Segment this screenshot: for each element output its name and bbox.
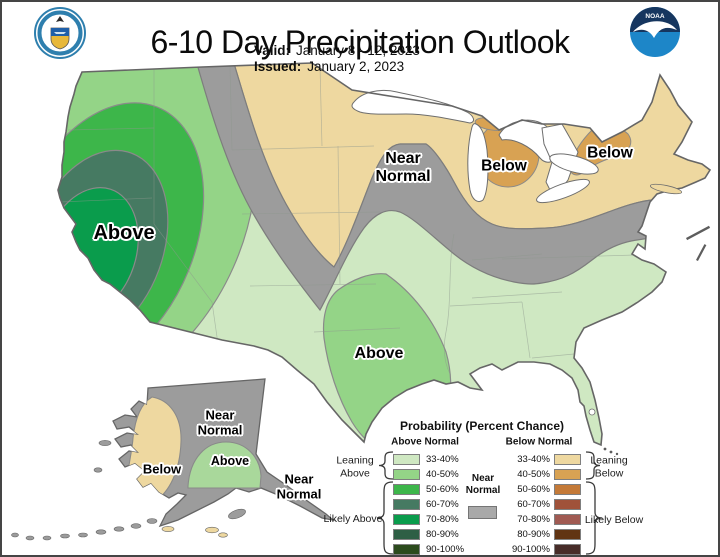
great-lakes — [351, 89, 599, 204]
legend-below-row-50-60%: 50-60% — [506, 482, 581, 497]
legend-above-header: Above Normal — [391, 436, 459, 448]
map-label-alaska-above: Above — [210, 454, 250, 468]
lake-erie — [536, 178, 590, 204]
legend-below-swatch-33-40% — [554, 454, 581, 465]
legend-above-swatch-70-80% — [393, 514, 420, 525]
florida-keys — [615, 452, 619, 456]
commerce-seal-logo — [34, 7, 86, 59]
conus-outline — [57, 62, 712, 447]
page-title: 6-10 Day Precipitation Outlook — [150, 24, 571, 61]
legend-below-swatch-90-100% — [554, 544, 581, 555]
leaning-above-brace — [378, 451, 394, 480]
map-label-texas-above: Above — [354, 345, 404, 363]
region-alaska-above — [187, 441, 262, 489]
map-label-newyork-below: Below — [587, 144, 633, 162]
legend-below-header: Below Normal — [505, 436, 573, 448]
legend-above-row-70-80%: 70-80% — [393, 512, 464, 527]
legend-below-row-60-70%: 60-70% — [506, 497, 581, 512]
legend-below-label-80-90%: 80-90% — [517, 529, 550, 540]
legend-above-column: 33-40% 40-50% 50-60% 60-70% 70-80% 80-90% 90-1… — [393, 452, 465, 555]
legend-near-normal-label: Near Normal — [465, 473, 501, 496]
legend-above-swatch-60-70% — [393, 499, 420, 510]
legend-below-label-70-80%: 70-80% — [517, 514, 550, 525]
legend-above-swatch-80-90% — [393, 529, 420, 540]
legend-below-swatch-80-90% — [554, 529, 581, 540]
legend-above-row-40-50%: 40-50% — [393, 467, 464, 482]
noaa-logo: NOAA — [630, 7, 680, 57]
legend-group-likely-below: Likely Below — [584, 513, 644, 526]
legend-below-label-33-40%: 33-40% — [517, 454, 550, 465]
valid-label: Valid: — [254, 43, 291, 58]
outer-banks-south — [696, 244, 707, 262]
map-label-alaska-below: Below — [142, 461, 182, 477]
legend-above-swatch-40-50% — [393, 469, 420, 480]
legend-below-swatch-40-50% — [554, 469, 581, 480]
legend-below-label-90-100%: 90-100% — [511, 544, 550, 555]
map-label-panhandle-near-normal: Near Normal — [276, 471, 322, 501]
legend-above-label-90-100%: 90-100% — [426, 544, 465, 555]
legend-above-row-80-90%: 80-90% — [393, 527, 464, 542]
legend-above-label-80-90%: 80-90% — [426, 529, 459, 540]
seal-ship — [54, 32, 66, 34]
outer-banks-north — [686, 225, 711, 241]
florida-keys — [603, 447, 607, 451]
legend-below-column: 33-40% 40-50% 50-60% 60-70% 70-80% 80-90% 90-1… — [506, 452, 581, 555]
legend-above-label-70-80%: 70-80% — [426, 514, 459, 525]
legend-above-row-33-40%: 33-40% — [393, 452, 464, 467]
offshore-islands — [588, 183, 711, 456]
issued-value: January 2, 2023 — [307, 58, 405, 74]
issued-label: Issued: — [254, 58, 302, 74]
leaning-below-brace — [585, 451, 601, 480]
lake-superior — [351, 89, 475, 124]
legend-below-swatch-70-80% — [554, 514, 581, 525]
legend-below-row-70-80%: 70-80% — [506, 512, 581, 527]
state-borders — [59, 65, 636, 375]
lake-okeechobee — [588, 408, 596, 416]
legend-above-label-40-50%: 40-50% — [426, 469, 459, 480]
legend-above-row-50-60%: 50-60% — [393, 482, 464, 497]
likely-below-brace — [585, 481, 603, 555]
long-island — [649, 183, 683, 195]
map-label-central-near-normal: Near Normal — [375, 150, 431, 185]
lake-ontario — [549, 153, 599, 175]
seal-eagle — [56, 16, 64, 22]
legend-below-row-90-100%: 90-100% — [506, 542, 581, 555]
aleutian-islands — [11, 440, 246, 541]
map-label-west-above: Above — [93, 221, 155, 244]
legend-above-swatch-90-100% — [393, 544, 420, 555]
legend-group-leaning-above: Leaning Above — [336, 454, 374, 480]
valid-value: January 8 - 12, 2023 — [296, 43, 420, 58]
legend-below-row-40-50%: 40-50% — [506, 467, 581, 482]
noaa-bird-icon — [633, 21, 677, 38]
legend-below-row-33-40%: 33-40% — [506, 452, 581, 467]
legend-near-normal-swatch — [468, 506, 497, 519]
legend-below-row-80-90%: 80-90% — [506, 527, 581, 542]
lake-michigan — [467, 123, 489, 203]
legend-below-label-40-50%: 40-50% — [517, 469, 550, 480]
florida-keys — [609, 450, 613, 454]
legend-below-swatch-50-60% — [554, 484, 581, 495]
legend-above-label-60-70%: 60-70% — [426, 499, 459, 510]
legend-below-label-60-70%: 60-70% — [517, 499, 550, 510]
legend-below-label-50-60%: 50-60% — [517, 484, 550, 495]
legend-group-likely-above: Likely Above — [323, 512, 383, 525]
legend-above-label-33-40%: 33-40% — [426, 454, 459, 465]
legend-above-row-90-100%: 90-100% — [393, 542, 465, 555]
legend-title: Probability (Percent Chance) — [399, 419, 565, 433]
validity-block: Valid: January 8 - 12, 2023 Issued: Januar… — [254, 43, 420, 74]
legend-above-row-60-70%: 60-70% — [393, 497, 464, 512]
legend-above-label-50-60%: 50-60% — [426, 484, 459, 495]
noaa-logo-text: NOAA — [645, 13, 664, 20]
likely-above-brace — [376, 481, 394, 555]
legend-above-swatch-50-60% — [393, 484, 420, 495]
legend-above-swatch-33-40% — [393, 454, 420, 465]
map-label-alaska-near-normal: Near Normal — [197, 407, 243, 437]
legend-group-leaning-below: Leaning Below — [590, 454, 628, 480]
map-label-michigan-below: Below — [481, 157, 527, 175]
legend-below-swatch-60-70% — [554, 499, 581, 510]
